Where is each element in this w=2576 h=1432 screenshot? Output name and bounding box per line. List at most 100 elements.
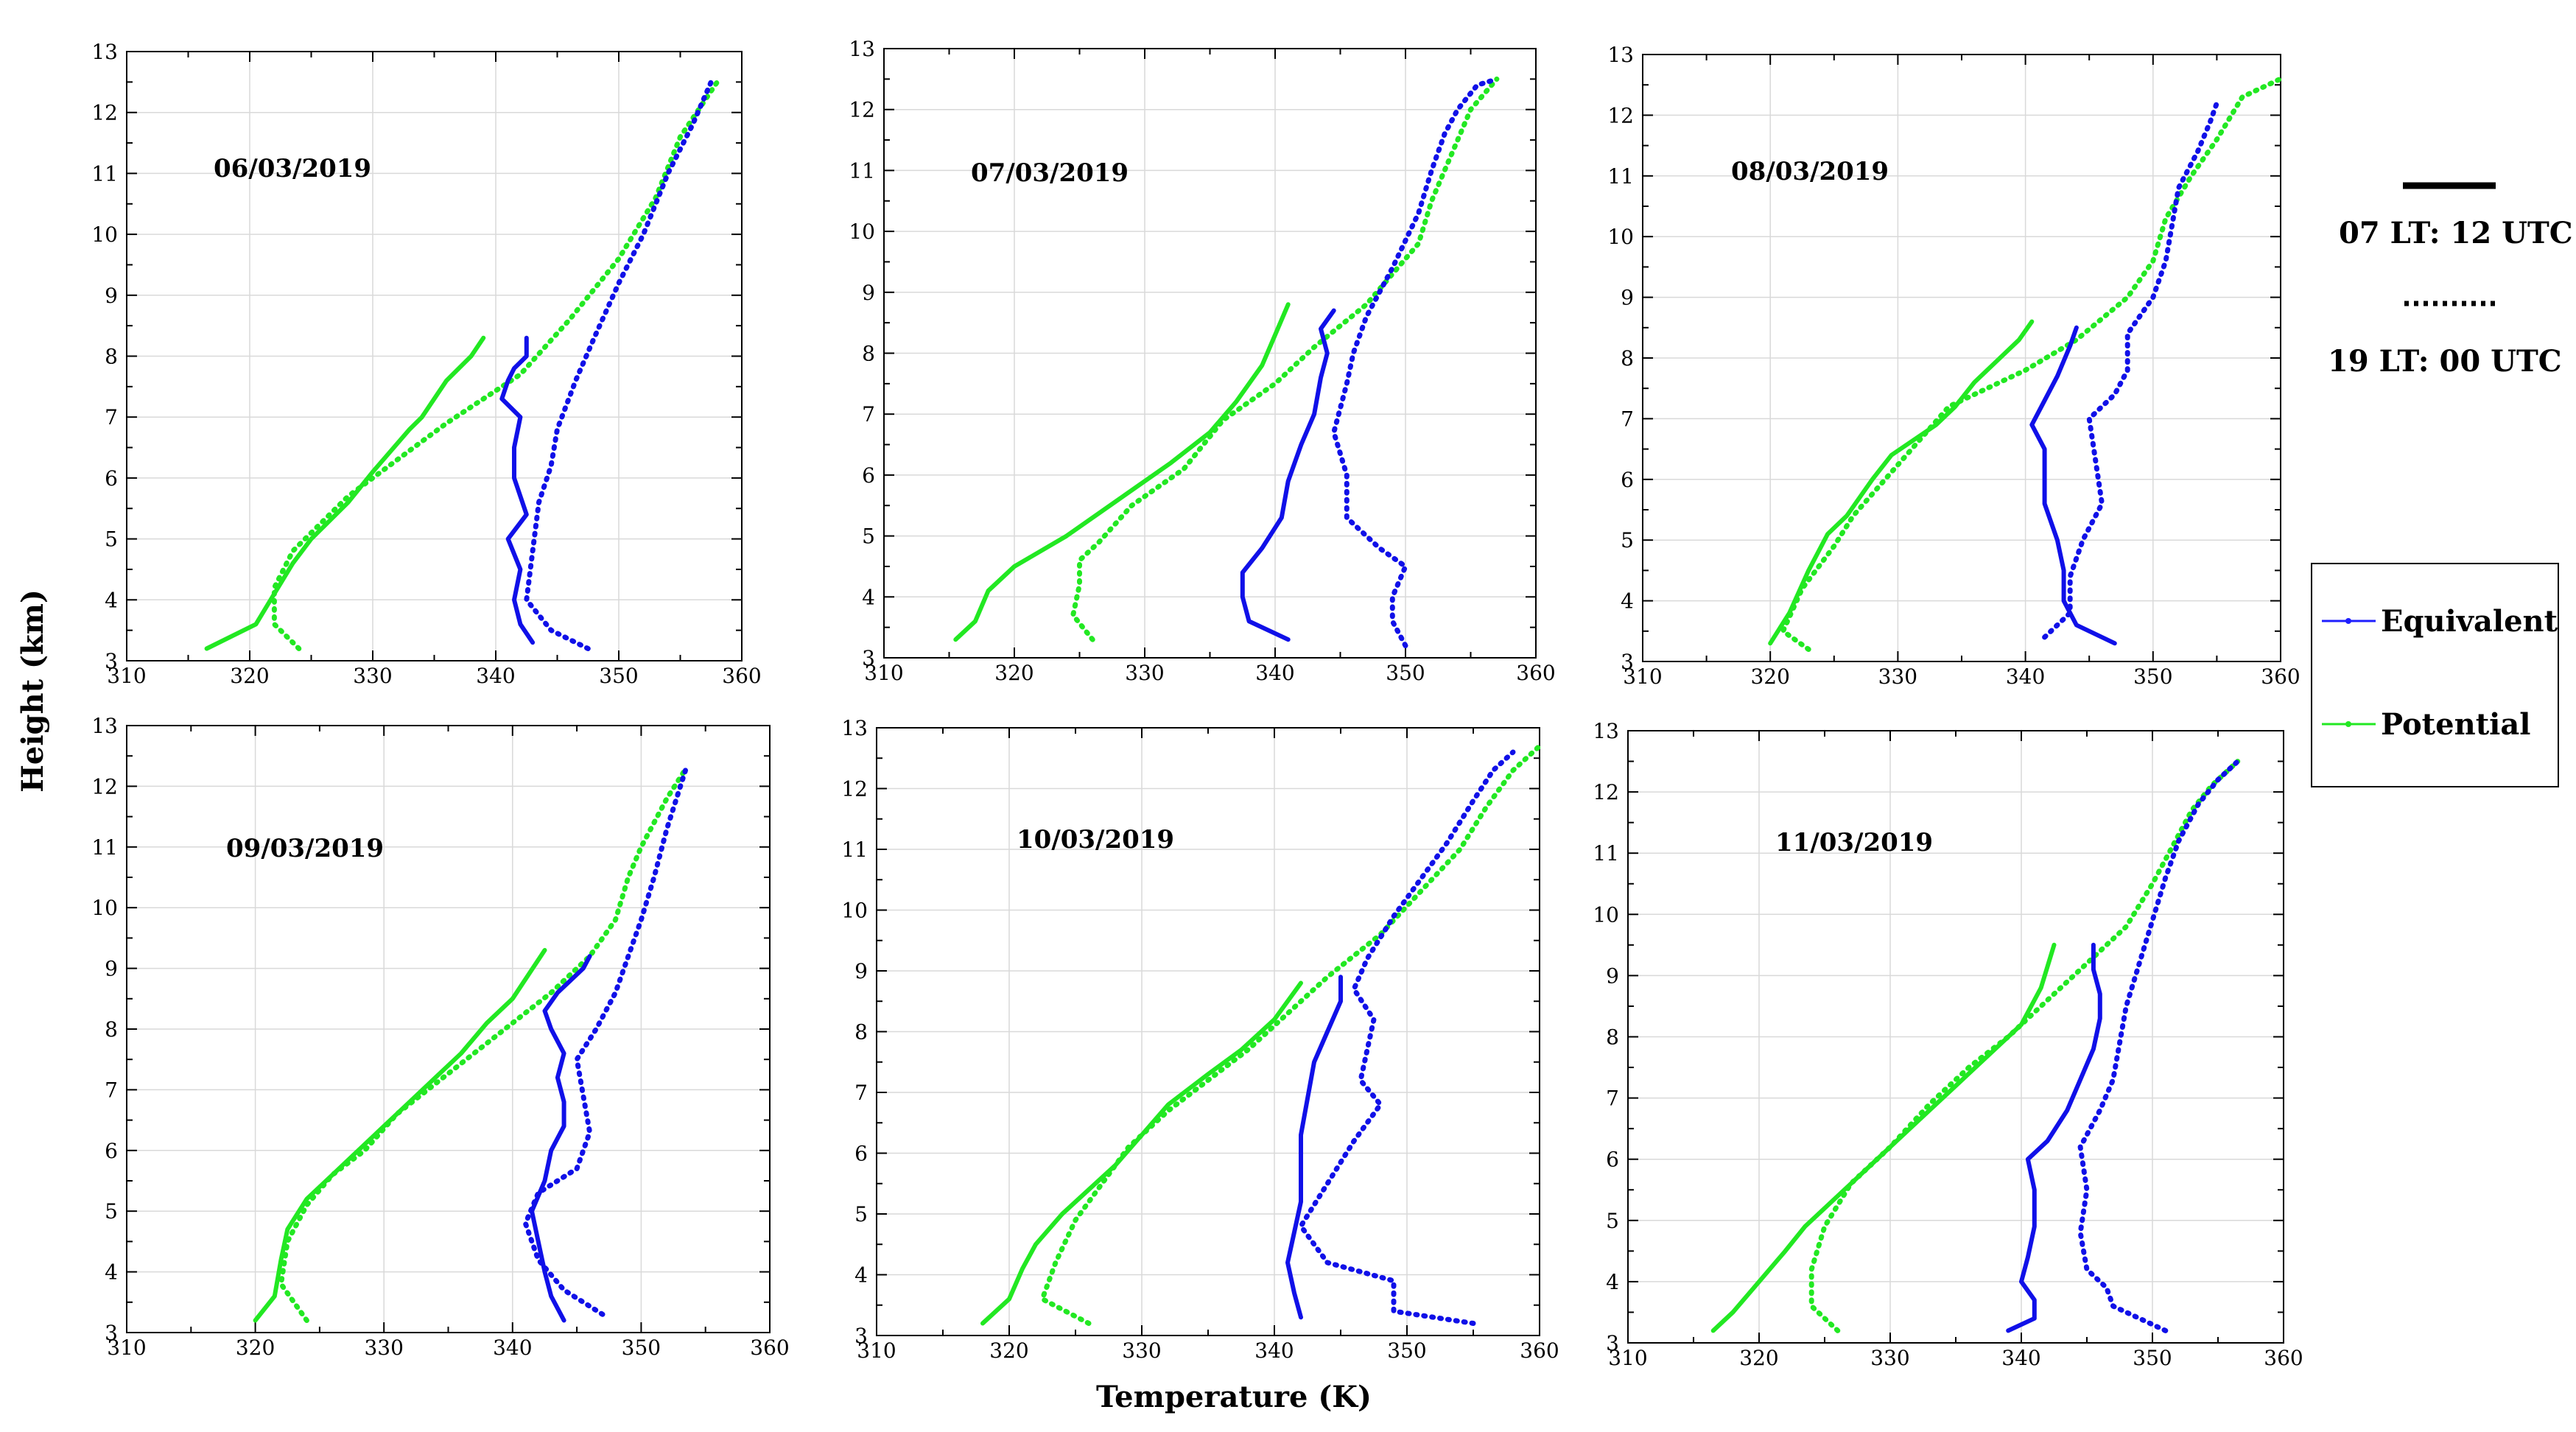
y-tick-label: 8: [105, 1017, 118, 1042]
y-tick-label: 10: [1607, 225, 1634, 249]
x-tick-label: 310: [1608, 1346, 1647, 1370]
x-tick-label: 320: [236, 1336, 275, 1360]
y-tick-label: 12: [91, 774, 118, 799]
x-tick-label: 350: [1386, 661, 1425, 685]
series-equivalent-00utc: [2077, 759, 2241, 1333]
y-tick-label: 8: [854, 1020, 868, 1045]
y-tick-label: 9: [862, 281, 875, 305]
y-tick-label: 5: [862, 524, 875, 549]
series-potential-12utc: [953, 302, 1291, 642]
panel-date-label: 09/03/2019: [226, 834, 384, 863]
panel-date-label: 06/03/2019: [214, 154, 371, 183]
panel-4: 310 320 330 340 350 360 3 4 5 6 7 8 9 10 11 12 13 09/03/2…: [91, 714, 789, 1360]
y-tick-label: 10: [91, 222, 118, 247]
y-tick-label: 3: [862, 646, 875, 670]
x-tick-label: 360: [2261, 664, 2300, 689]
y-tick-label: 13: [841, 716, 868, 740]
series-equivalent-12utc: [499, 335, 536, 645]
y-tick-label: 7: [854, 1081, 868, 1105]
x-tick-label: 330: [1122, 1338, 1161, 1363]
series-equivalent-00utc: [2042, 100, 2219, 640]
series-potential-00utc: [1780, 76, 2284, 652]
x-tick-label: 330: [364, 1336, 403, 1360]
series-equivalent-00utc: [1298, 749, 1516, 1326]
y-tick-label: 4: [1606, 1270, 1619, 1294]
y-tick-label: 13: [91, 714, 118, 738]
y-tick-label: 9: [105, 284, 118, 308]
x-tick-label: 310: [1623, 664, 1662, 689]
legend-marker-potential: [2345, 721, 2351, 727]
y-tick-label: 10: [91, 896, 118, 920]
x-tick-label: 340: [2001, 1346, 2040, 1370]
x-tick-label: 320: [1739, 1346, 1778, 1370]
x-tick-label: 350: [2133, 664, 2172, 689]
series-equivalent-12utc: [2006, 942, 2102, 1333]
x-tick-label: 320: [989, 1338, 1028, 1363]
y-tick-label: 12: [849, 98, 875, 122]
series-legend: Equivalent Potential: [2311, 563, 2559, 787]
x-tick-label: 310: [864, 661, 903, 685]
series-potential-00utc: [278, 765, 689, 1323]
series-equivalent-00utc: [524, 79, 714, 651]
series-potential-12utc: [253, 947, 547, 1323]
y-tick-label: 3: [105, 1321, 118, 1345]
series-equivalent-12utc: [1285, 975, 1343, 1320]
y-tick-label: 4: [105, 1260, 118, 1285]
y-tick-label: 3: [854, 1324, 868, 1348]
y-tick-label: 7: [862, 402, 875, 427]
x-tick-label: 310: [857, 1338, 896, 1363]
y-tick-label: 13: [849, 37, 875, 61]
x-tick-label: 360: [1516, 661, 1555, 685]
x-tick-label: 330: [1870, 1346, 1909, 1370]
x-tick-label: 360: [722, 664, 761, 688]
series-equivalent-00utc: [1331, 76, 1500, 648]
x-axis-title: Temperature (K): [1096, 1380, 1372, 1414]
x-tick-label: 350: [599, 664, 638, 688]
x-tick-label: 310: [107, 1336, 146, 1360]
series-potential-00utc: [271, 79, 720, 651]
y-tick-label: 5: [1606, 1209, 1619, 1233]
series-potential-00utc: [1070, 76, 1500, 642]
series-equivalent-12utc: [1240, 308, 1336, 642]
x-tick-label: 340: [1255, 661, 1294, 685]
x-tick-label: 350: [1387, 1338, 1426, 1363]
y-tick-label: 11: [849, 158, 875, 183]
x-tick-label: 330: [353, 664, 392, 688]
x-tick-label: 340: [1254, 1338, 1294, 1363]
x-tick-label: 330: [1878, 664, 1917, 689]
x-tick-label: 350: [2133, 1346, 2172, 1370]
panel-3: 310 320 330 340 350 360 3 4 5 6 7 8 9 10 11 12 13 08/03/2…: [1607, 43, 2300, 689]
y-tick-label: 3: [1621, 650, 1634, 674]
panel-6: 310 320 330 340 350 360 3 4 5 6 7 8 9 10 11 12 13 11/03/2…: [1593, 719, 2303, 1370]
y-tick-label: 10: [849, 220, 875, 244]
legend-label-equivalent: Equivalent: [2381, 604, 2558, 639]
y-tick-label: 3: [1606, 1331, 1619, 1355]
y-tick-label: 5: [105, 527, 118, 552]
panel-date-label: 07/03/2019: [971, 158, 1129, 188]
series-equivalent-00utc: [522, 765, 689, 1317]
y-tick-label: 12: [1607, 103, 1634, 127]
y-tick-label: 13: [1593, 719, 1619, 743]
time-legend: 07 LT: 12 UTC 19 LT: 00 UTC: [2328, 182, 2573, 379]
y-tick-label: 11: [91, 161, 118, 186]
panel-date-label: 10/03/2019: [1017, 825, 1174, 854]
x-tick-label: 330: [1125, 661, 1164, 685]
y-tick-label: 7: [105, 405, 118, 429]
x-tick-label: 310: [107, 664, 146, 688]
y-tick-label: 9: [1606, 964, 1619, 988]
y-tick-label: 3: [105, 649, 118, 673]
series-potential-12utc: [1768, 319, 2035, 646]
y-tick-label: 10: [1593, 902, 1619, 927]
y-tick-label: 7: [1621, 407, 1634, 431]
y-tick-label: 12: [1593, 780, 1619, 804]
series-potential-00utc: [1808, 759, 2241, 1333]
y-tick-label: 11: [841, 838, 868, 862]
y-tick-label: 5: [1621, 528, 1634, 552]
x-tick-label: 350: [622, 1336, 661, 1360]
y-tick-label: 4: [1621, 589, 1634, 614]
y-tick-label: 8: [105, 345, 118, 369]
y-tick-label: 6: [1621, 468, 1634, 492]
series-equivalent-12utc: [530, 954, 592, 1323]
y-tick-label: 12: [841, 777, 868, 801]
